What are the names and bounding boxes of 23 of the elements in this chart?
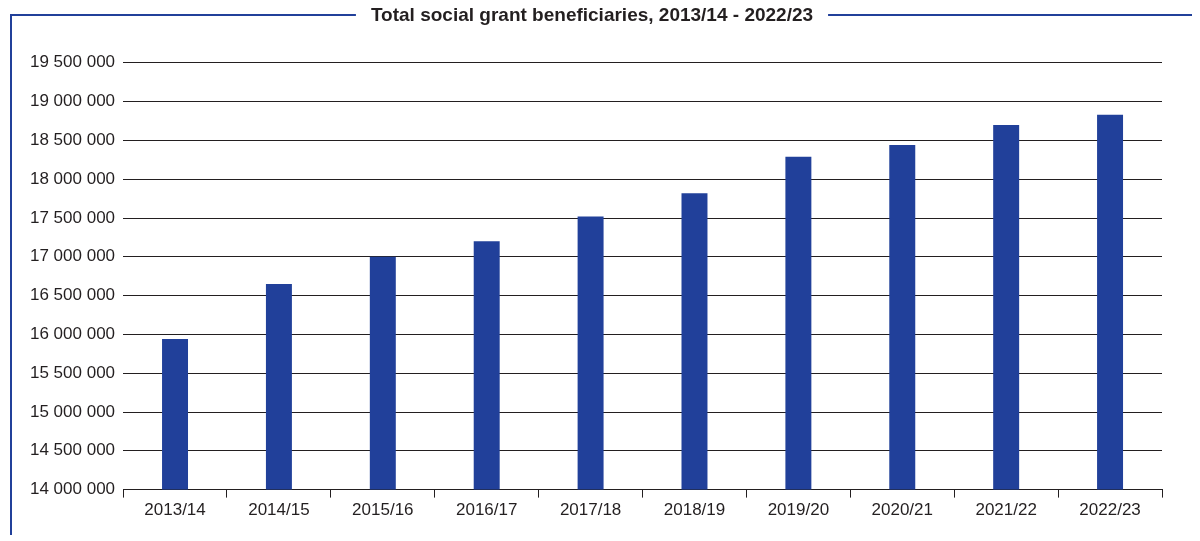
y-tick-label: 14 000 000: [29, 479, 116, 499]
y-tick-label: 18 500 000: [29, 130, 116, 150]
y-tick-label: 15 000 000: [29, 401, 116, 421]
x-tick-label: 2015/16: [352, 500, 414, 520]
x-tick-label: 2020/21: [871, 500, 933, 520]
x-tick-label: 2016/17: [455, 500, 518, 520]
x-tick-label: 2019/20: [767, 500, 830, 520]
y-tick-label: 17 500 000: [29, 207, 116, 227]
chart-title: Total social grant beneficiaries, 2013/14 - 2022/23: [370, 3, 814, 25]
y-tick-label: 19 500 000: [29, 52, 116, 72]
x-tick-label: 2021/22: [975, 500, 1037, 520]
y-tick-label: 19 000 000: [29, 91, 116, 111]
y-tick-label: 18 000 000: [29, 168, 116, 188]
y-tick-label: 17 000 000: [29, 246, 116, 266]
y-tick-label: 15 500 000: [29, 362, 116, 382]
x-tick-label: 2017/18: [559, 500, 622, 520]
x-tick-label: 2014/15: [248, 500, 310, 520]
x-tick-label: 2018/19: [663, 500, 726, 520]
y-tick-label: 16 000 000: [29, 324, 116, 344]
x-tick-label: 2022/23: [1079, 500, 1141, 520]
y-tick-label: 16 500 000: [29, 285, 116, 305]
y-tick-label: 14 500 000: [29, 440, 116, 460]
x-tick-label: 2013/14: [144, 500, 206, 520]
